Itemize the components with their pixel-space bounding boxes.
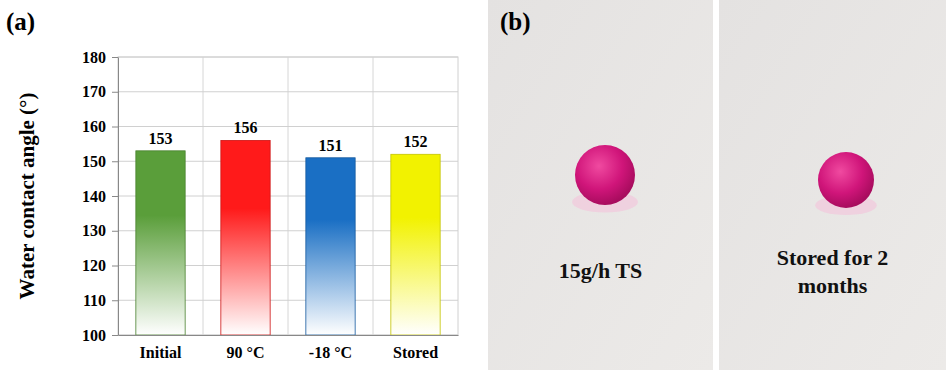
data-label: 156 [234, 119, 258, 136]
y-tick-label: 180 [82, 49, 106, 66]
x-tick-label: -18 °C [309, 344, 352, 361]
y-tick: 140 [82, 188, 118, 205]
y-tick: 110 [83, 292, 118, 309]
data-labels: 153 156 151 152 [149, 119, 428, 153]
data-label: 153 [149, 130, 173, 147]
y-tick-label: 170 [82, 83, 106, 100]
x-tick: -18 °C [309, 335, 352, 361]
photo-caption: 15g/h TS [498, 257, 703, 285]
y-tick-label: 100 [82, 327, 106, 344]
y-tick-mark [112, 196, 118, 197]
plot-frame [118, 57, 458, 335]
y-axis-title: Water contact angle (°) [15, 93, 39, 300]
x-tick: 90 °C [227, 335, 265, 361]
x-tick: Stored [393, 335, 438, 361]
photo [488, 0, 713, 370]
droplet [575, 145, 635, 205]
panel-label: (a) [6, 8, 35, 36]
bar [136, 151, 185, 335]
y-tick: 120 [82, 257, 118, 274]
y-tick: 100 [82, 327, 118, 344]
y-tick-mark [112, 266, 118, 267]
x-tick-label: Stored [393, 344, 438, 361]
y-tick: 160 [82, 118, 118, 135]
y-tick-mark [112, 127, 118, 128]
y-tick-mark [112, 300, 118, 301]
x-tick: Initial [140, 335, 182, 361]
y-tick-mark [112, 92, 118, 93]
photo-caption: Stored for 2 months [729, 244, 936, 300]
bar [221, 140, 270, 335]
y-tick: 180 [82, 49, 118, 66]
x-tick-label: Initial [140, 344, 182, 361]
y-tick-label: 110 [83, 292, 106, 309]
grid-line [118, 57, 458, 58]
grid [118, 57, 458, 335]
y-tick-label: 150 [82, 153, 106, 170]
bars [136, 140, 440, 335]
y-tick-mark [112, 161, 118, 162]
y-tick-mark [112, 57, 118, 58]
y-tick: 170 [82, 83, 118, 100]
photo [719, 0, 946, 370]
y-tick-mark [112, 231, 118, 232]
grid-line [118, 126, 458, 127]
figure: 100 110 120 130 140 150 160 170 180 Initial 90 °C -… [0, 0, 946, 370]
y-axis-line [118, 58, 119, 336]
bar [391, 154, 440, 335]
bar [306, 158, 355, 335]
y-tick-mark [112, 335, 118, 336]
panel-label: (b) [500, 8, 531, 36]
data-label: 152 [404, 133, 428, 150]
y-tick-label: 160 [82, 118, 106, 135]
x-tick-label: 90 °C [227, 344, 265, 361]
x-axis-line [119, 335, 459, 336]
y-tick: 130 [82, 222, 118, 239]
droplet [818, 152, 874, 208]
data-label: 151 [319, 137, 343, 154]
grid-line [118, 91, 458, 92]
y-axis: 100 110 120 130 140 150 160 170 180 [82, 49, 119, 344]
y-tick: 150 [82, 153, 118, 170]
y-tick-label: 140 [82, 188, 106, 205]
y-tick-label: 120 [82, 257, 106, 274]
x-axis: Initial 90 °C -18 °C Stored [119, 335, 459, 361]
y-tick-label: 130 [82, 222, 106, 239]
